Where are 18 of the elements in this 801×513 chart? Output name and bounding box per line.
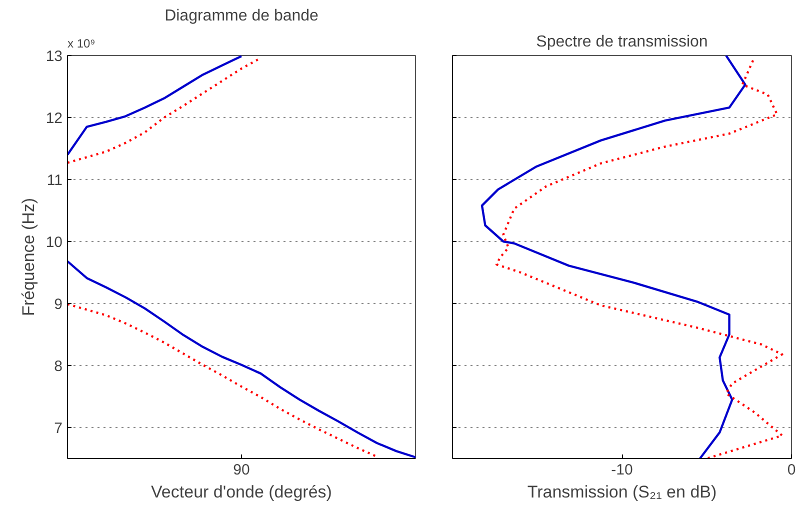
chart-title: Diagramme de bande <box>164 8 319 24</box>
y-tick-label: 13 <box>46 48 63 65</box>
line-series <box>68 56 243 156</box>
text: x 10⁹ <box>68 36 96 50</box>
x-tick-label: 90 <box>233 462 250 478</box>
chart-title: Spectre de transmission <box>536 34 708 50</box>
x-axis-title: Transmission (S₂₁ en dB) <box>527 482 717 502</box>
y-tick-label: 11 <box>46 172 63 189</box>
x-tick-label: -10 <box>611 462 633 478</box>
y-axis-title: Fréquence (Hz) <box>18 198 38 316</box>
line-series <box>68 303 378 458</box>
x-axis-title: Vecteur d'onde (degrés) <box>151 482 332 502</box>
x-tick-label: 0 <box>787 462 796 478</box>
y-tick-label: 12 <box>46 110 63 127</box>
y-tick-label: 8 <box>54 358 62 375</box>
y-tick-label: 9 <box>54 296 62 313</box>
y-tick-label: 10 <box>46 234 63 251</box>
y-tick-label: 7 <box>54 420 62 437</box>
